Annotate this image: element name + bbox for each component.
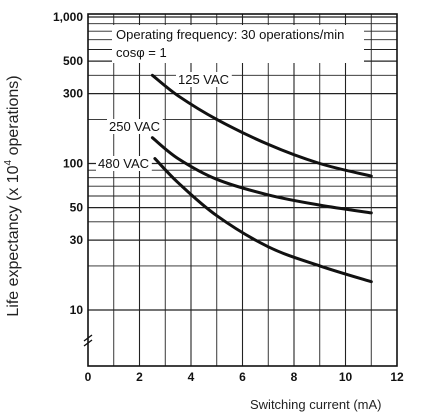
x-axis-label: Switching current (mA) (250, 397, 381, 412)
x-tick-label: 6 (239, 370, 246, 384)
y-axis-label-prefix: Life expectancy (x 10 (5, 165, 22, 316)
annotation-bg (112, 25, 364, 63)
series-label-bg (96, 156, 152, 171)
y-tick-label: 100 (63, 157, 83, 171)
series-label-bg (107, 119, 163, 134)
y-tick-label: 50 (70, 201, 84, 215)
y-axis-label-suffix: operations) (5, 75, 22, 160)
annotation-text: Operating frequency: 30 operations/min (116, 27, 344, 42)
x-tick-labels: 0 2 4 6 8 10 12 (85, 370, 404, 384)
series-label: 250 VAC (109, 119, 160, 134)
y-tick-label: 500 (63, 54, 83, 68)
x-tick-label: 8 (291, 370, 298, 384)
y-tick-label: 10 (70, 303, 84, 317)
y-axis-label-exponent: 4 (3, 159, 14, 165)
y-tick-label: 1,000 (53, 10, 83, 24)
grid (88, 14, 397, 366)
y-axis-label: Life expectancy (x 104 operations) (3, 75, 22, 316)
x-tick-label: 10 (339, 370, 353, 384)
series-line-1 (150, 73, 373, 178)
series-label-bg (176, 72, 232, 87)
axis-break-mark (83, 334, 93, 347)
series-label: 480 VAC (98, 156, 149, 171)
annotation-text: cosφ = 1 (116, 45, 167, 60)
series-label: 125 VAC (178, 72, 229, 87)
series-line-2 (150, 136, 373, 215)
x-tick-label: 12 (390, 370, 404, 384)
plot-frame (87, 13, 398, 367)
x-tick-label: 0 (85, 370, 92, 384)
series-lines: 125 VAC 250 VAC 480 VAC (96, 72, 373, 284)
y-tick-label: 300 (63, 87, 83, 101)
y-tick-labels: 1,000 500 300 100 50 30 10 (53, 10, 83, 317)
series-line-3 (153, 157, 373, 284)
y-tick-label: 30 (70, 233, 84, 247)
annotations: Operating frequency: 30 operations/min co… (112, 25, 364, 63)
x-tick-label: 4 (188, 370, 195, 384)
x-tick-label: 2 (136, 370, 143, 384)
